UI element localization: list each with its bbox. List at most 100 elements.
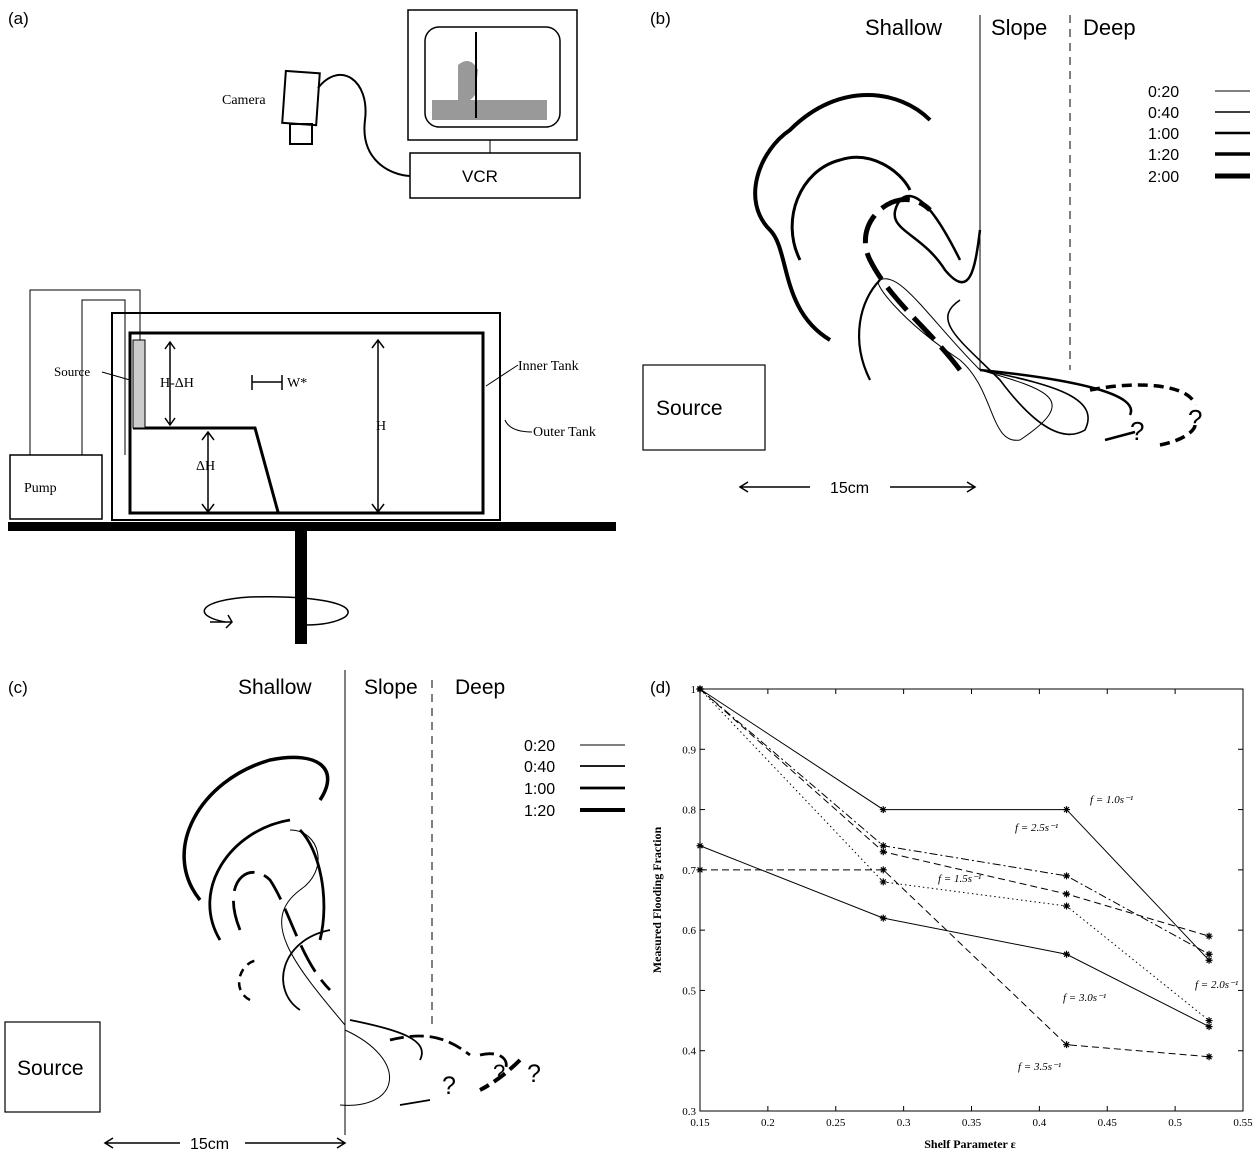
series-label: f = 3.5s⁻¹ — [1018, 1061, 1061, 1073]
legend: 0:20 0:40 1:00 1:20 2:00 — [1148, 84, 1250, 186]
source-label: Source — [54, 364, 90, 379]
panel-label: (c) — [8, 678, 28, 697]
inner-tank — [130, 333, 483, 513]
series-label: f = 2.5s⁻¹ — [1015, 822, 1058, 834]
point — [1063, 1041, 1070, 1048]
w-star-label: W* — [287, 376, 307, 391]
camera-label: Camera — [222, 93, 266, 108]
point — [880, 878, 887, 885]
panel-label: (a) — [8, 9, 29, 28]
x-tick-label: 0.45 — [1098, 1117, 1118, 1129]
source-label: Source — [656, 397, 723, 420]
plume-curves — [184, 757, 520, 1105]
series-label: f = 1.0s⁻¹ — [1090, 794, 1133, 806]
region-label: Slope — [364, 676, 418, 699]
region-label: Shallow — [238, 676, 312, 699]
point — [880, 842, 887, 849]
panel-a: (a) VCR Camera Pump Source H-ΔH W* H ΔH … — [8, 9, 616, 644]
plume-curves — [755, 95, 1195, 445]
camera-body — [282, 71, 320, 125]
point — [697, 686, 704, 693]
point — [1063, 951, 1070, 958]
panel-b: (b) Shallow Slope Deep 0:20 0:40 1:00 1:… — [643, 9, 1250, 497]
vcr-label: VCR — [462, 167, 498, 186]
series-line — [700, 689, 1209, 960]
legend-label: 0:40 — [524, 759, 555, 776]
y-axis-label: Measured Flooding Fraction — [650, 826, 664, 973]
y-tick-label: 0.4 — [682, 1046, 696, 1058]
point — [697, 842, 704, 849]
panel-c: (c) Shallow Slope Deep 0:20 0:40 1:00 1:… — [5, 670, 625, 1153]
scale-label: 15cm — [190, 1136, 229, 1153]
rotation-arrow — [210, 615, 232, 628]
point — [880, 866, 887, 873]
arrow — [505, 420, 532, 432]
region-label: Deep — [455, 676, 505, 699]
y-tick-label: 0.8 — [682, 805, 696, 817]
pump-label: Pump — [24, 481, 57, 496]
dh-label: ΔH — [196, 459, 215, 474]
x-tick-label: 0.55 — [1233, 1117, 1253, 1129]
series-label: f = 2.0s⁻¹ — [1195, 979, 1238, 991]
point — [880, 915, 887, 922]
region-label: Deep — [1083, 15, 1136, 40]
series-label: f = 3.0s⁻¹ — [1063, 992, 1106, 1004]
legend-label: 0:20 — [1148, 84, 1179, 101]
table — [8, 522, 616, 531]
x-tick-label: 0.35 — [962, 1117, 982, 1129]
y-tick-label: 0.7 — [682, 865, 696, 877]
y-tick-label: 0.9 — [682, 744, 696, 756]
y-tick-label: 0.3 — [682, 1106, 696, 1118]
y-tick-label: 0.6 — [682, 925, 696, 937]
series-line — [700, 870, 1209, 1057]
series-line — [700, 689, 1209, 954]
unknown-mark: ? — [442, 1072, 456, 1100]
inner-tank-label: Inner Tank — [518, 359, 579, 374]
panel-label: (d) — [650, 678, 671, 697]
camera-lens — [290, 124, 312, 144]
point — [1063, 872, 1070, 879]
legend-label: 1:20 — [524, 803, 555, 820]
x-tick-label: 0.2 — [761, 1117, 775, 1129]
x-tick-label: 0.15 — [690, 1117, 710, 1129]
rotation — [204, 597, 348, 625]
point — [1063, 806, 1070, 813]
point — [880, 848, 887, 855]
point — [1063, 890, 1070, 897]
legend-label: 0:20 — [524, 738, 555, 755]
point — [1206, 1017, 1213, 1024]
unknown-mark: ? — [1188, 404, 1202, 434]
cable — [318, 75, 410, 176]
arrow — [486, 365, 518, 386]
region-label: Shallow — [865, 15, 942, 40]
unknown-mark: ? — [493, 1060, 505, 1085]
screen-fluid — [432, 100, 547, 120]
point — [1063, 903, 1070, 910]
arrow — [252, 375, 282, 390]
scale-label: 15cm — [830, 480, 869, 497]
panel-label: (b) — [650, 9, 671, 28]
unknown-mark: ? — [527, 1060, 541, 1088]
legend-label: 1:00 — [524, 781, 555, 798]
point — [880, 806, 887, 813]
legend-label: 2:00 — [1148, 169, 1179, 186]
y-tick-label: 1 — [691, 684, 697, 696]
h-label: H — [376, 419, 386, 434]
legend: 0:20 0:40 1:00 1:20 — [524, 738, 625, 820]
unknown-mark: ? — [1130, 416, 1144, 446]
source-strip — [133, 340, 145, 428]
point — [697, 866, 704, 873]
h-dh-label: H-ΔH — [160, 376, 194, 391]
outer-tank-label: Outer Tank — [533, 425, 596, 440]
legend-label: 0:40 — [1148, 105, 1179, 122]
point — [1206, 933, 1213, 940]
panel-d: (d) Shelf Parameter ε Measured Flooding … — [650, 678, 1253, 1151]
legend-label: 1:00 — [1148, 126, 1179, 143]
pole — [295, 531, 307, 644]
figure: (a) VCR Camera Pump Source H-ΔH W* H ΔH … — [0, 0, 1260, 1154]
source-label: Source — [17, 1057, 84, 1080]
point — [1206, 1053, 1213, 1060]
point — [1206, 1023, 1213, 1030]
region-label: Slope — [991, 15, 1047, 40]
arrow — [102, 372, 130, 380]
